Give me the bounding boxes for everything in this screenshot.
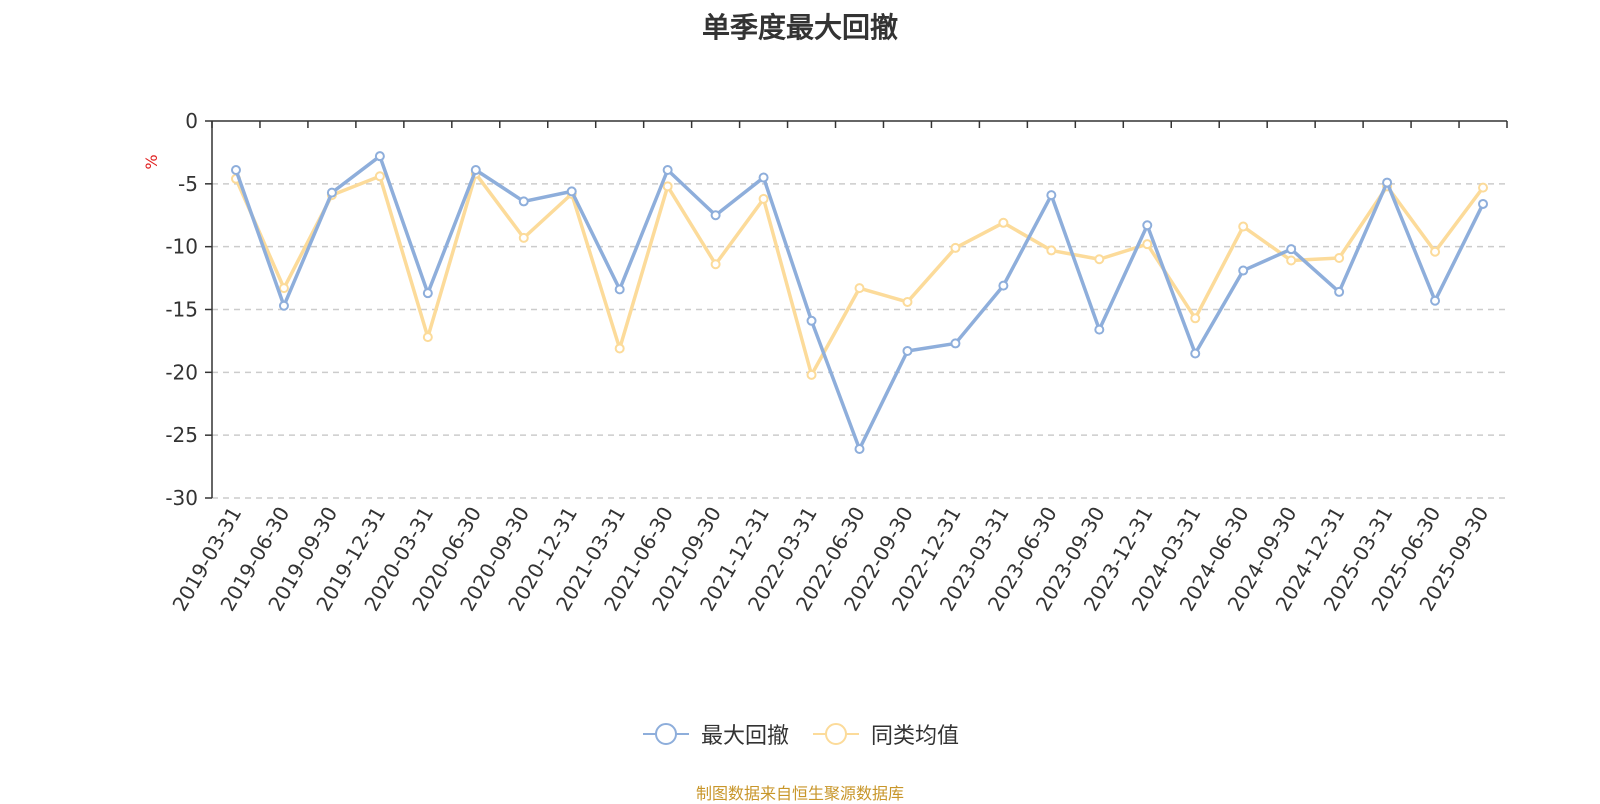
y-tick-label: -25 (165, 423, 198, 447)
legend-label-peer-average: 同类均值 (871, 724, 960, 749)
data-point[interactable] (1286, 244, 1297, 255)
axes (205, 120, 1508, 499)
data-point[interactable] (1334, 252, 1345, 263)
y-tick-label: 0 (185, 109, 198, 133)
data-point[interactable] (902, 296, 913, 307)
legend-item-peer-average[interactable]: 同类均值 (811, 718, 959, 750)
data-point[interactable] (1382, 177, 1393, 188)
legend: 最大回撤 同类均值 (0, 718, 1600, 750)
data-point[interactable] (806, 369, 817, 380)
data-point[interactable] (950, 338, 961, 349)
data-point[interactable] (1430, 246, 1441, 257)
data-point[interactable] (1094, 254, 1105, 265)
data-point[interactable] (422, 332, 433, 343)
data-point[interactable] (470, 165, 481, 176)
data-point[interactable] (710, 210, 721, 221)
data-point[interactable] (758, 172, 769, 183)
data-point[interactable] (566, 186, 577, 197)
data-point[interactable] (1190, 313, 1201, 324)
data-point[interactable] (278, 283, 289, 294)
data-point[interactable] (950, 242, 961, 253)
data-point[interactable] (1046, 190, 1057, 201)
data-point[interactable] (1238, 221, 1249, 232)
data-point[interactable] (662, 165, 673, 176)
data-point[interactable] (1238, 265, 1249, 276)
data-point[interactable] (374, 151, 385, 162)
data-point[interactable] (998, 280, 1009, 291)
data-point[interactable] (326, 187, 337, 198)
data-point[interactable] (518, 196, 529, 207)
data-point[interactable] (518, 232, 529, 243)
line-chart: 0-5-10-15-20-25-30%2019-03-312019-06-302… (142, 109, 1508, 615)
data-point[interactable] (854, 443, 865, 454)
data-point[interactable] (614, 343, 625, 354)
data-point[interactable] (1046, 245, 1057, 256)
legend-line-circle-icon (813, 723, 859, 745)
data-point[interactable] (1478, 182, 1489, 193)
y-tick-label: -15 (165, 298, 198, 322)
series-lines (230, 151, 1489, 454)
legend-label-max-drawdown: 最大回撤 (700, 724, 789, 749)
y-tick-label: -30 (165, 486, 198, 510)
y-axis-unit: % (142, 154, 161, 169)
data-point[interactable] (1430, 295, 1441, 306)
data-point[interactable] (1190, 348, 1201, 359)
series-line (234, 154, 1485, 451)
data-point[interactable] (374, 171, 385, 182)
y-tick-label: -20 (165, 360, 198, 384)
data-point[interactable] (854, 283, 865, 294)
data-point[interactable] (1478, 198, 1489, 209)
data-point[interactable] (230, 165, 241, 176)
y-tick-label: -10 (165, 235, 198, 259)
data-point[interactable] (1142, 239, 1153, 250)
data-point[interactable] (422, 288, 433, 299)
chart-title: 单季度最大回撤 (701, 11, 898, 44)
data-point[interactable] (710, 259, 721, 270)
data-point[interactable] (1142, 220, 1153, 231)
data-point[interactable] (998, 217, 1009, 228)
data-point[interactable] (1334, 286, 1345, 297)
data-point[interactable] (902, 345, 913, 356)
data-point[interactable] (278, 300, 289, 311)
y-tick-label: -5 (178, 172, 198, 196)
data-point[interactable] (614, 284, 625, 295)
legend-line-circle-icon (642, 723, 689, 745)
data-point[interactable] (1286, 255, 1297, 266)
data-point[interactable] (1094, 324, 1105, 335)
data-source-note: 制图数据来自恒生聚源数据库 (695, 784, 904, 803)
series-0 (230, 151, 1489, 454)
legend-item-max-drawdown[interactable]: 最大回撤 (641, 718, 789, 750)
data-point[interactable] (758, 193, 769, 204)
data-point[interactable] (806, 315, 817, 326)
data-point[interactable] (662, 181, 673, 192)
